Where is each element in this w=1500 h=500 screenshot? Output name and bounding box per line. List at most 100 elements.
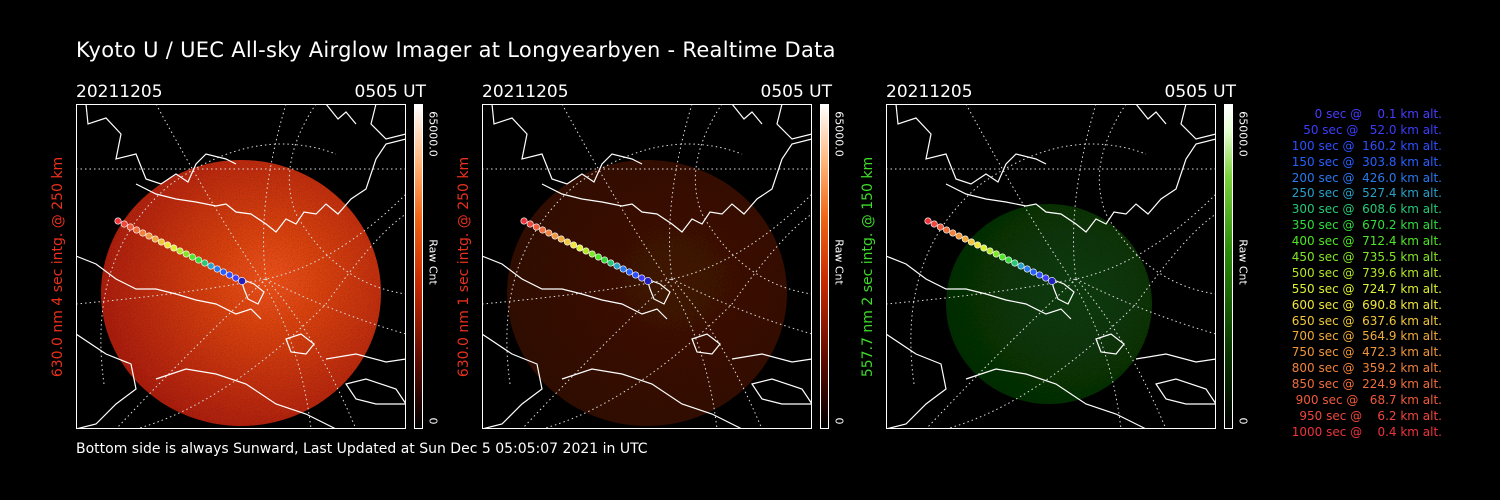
trajectory-point: [176, 247, 184, 255]
trajectory-point: [632, 271, 640, 279]
imager-panel-3: 20211205 0505 UT 557.7 nm 2 sec intg. @ 15…: [860, 82, 1286, 432]
trajectory-point: [613, 262, 621, 270]
trajectory-point: [582, 247, 590, 255]
legend-entry: 350 sec @ 670.2 km alt.: [1287, 218, 1442, 233]
panel-date: 20211205: [76, 82, 163, 102]
trajectory-point: [195, 256, 203, 264]
panel-wavelength-label: 630.0 nm 4 sec intg. @ 250 km: [50, 156, 66, 377]
panel-time: 0505 UT: [760, 82, 833, 102]
trajectory-point: [133, 226, 141, 234]
trajectory-point: [545, 229, 553, 237]
trajectory-point: [126, 223, 134, 231]
legend-entry: 700 sec @ 564.9 km alt.: [1287, 329, 1442, 344]
legend-entry: 150 sec @ 303.8 km alt.: [1287, 154, 1442, 169]
trajectory-point: [1005, 256, 1013, 264]
trajectory-point: [188, 253, 196, 261]
trajectory-point: [924, 217, 932, 225]
legend-entry: 600 sec @ 690.8 km alt.: [1287, 297, 1442, 312]
trajectory-point: [955, 232, 963, 240]
legend-entry: 100 sec @ 160.2 km alt.: [1287, 138, 1442, 153]
panel-date: 20211205: [482, 82, 569, 102]
trajectory-point: [207, 262, 215, 270]
trajectory-point: [570, 241, 578, 249]
trajectory-point: [1023, 265, 1031, 273]
trajectory-point: [601, 256, 609, 264]
trajectory-point: [551, 232, 559, 240]
trajectory-point: [998, 253, 1006, 261]
legend-entry: 50 sec @ 52.0 km alt.: [1295, 122, 1442, 137]
legend-entry: 800 sec @ 359.2 km alt.: [1287, 361, 1442, 376]
legend-entry: 400 sec @ 712.4 km alt.: [1287, 234, 1442, 249]
trajectory-point: [1042, 274, 1050, 282]
panel-wavelength-label: 630.0 nm 1 sec intg. @ 250 km: [456, 156, 472, 377]
legend-entry: 750 sec @ 472.3 km alt.: [1287, 345, 1442, 360]
legend-entry: 900 sec @ 68.7 km alt.: [1291, 393, 1442, 408]
trajectory-point: [539, 226, 547, 234]
colorbar-unit-label: Raw Cnt: [1236, 239, 1250, 285]
trajectory-point: [532, 223, 540, 231]
panel-time: 0505 UT: [1164, 82, 1237, 102]
legend-entry: 500 sec @ 739.6 km alt.: [1287, 265, 1442, 280]
page-title: Kyoto U / UEC All-sky Airglow Imager at …: [76, 38, 836, 62]
legend-entry: 0 sec @ 0.1 km alt.: [1303, 107, 1442, 121]
trajectory-point: [232, 274, 240, 282]
colorbar-unit-label: Raw Cnt: [426, 239, 440, 285]
trajectory-point: [625, 268, 633, 276]
legend-entry: 1000 sec @ 0.4 km alt.: [1291, 424, 1442, 439]
trajectory-point: [1048, 277, 1056, 285]
panel-time: 0505 UT: [354, 82, 427, 102]
trajectory-point: [563, 238, 571, 246]
footer-note: Bottom side is always Sunward, Last Upda…: [76, 441, 648, 457]
trajectory-point: [1029, 268, 1037, 276]
trajectory-point: [644, 277, 652, 285]
trajectory-point: [1017, 262, 1025, 270]
trajectory-point: [588, 250, 596, 258]
legend-entry: 550 sec @ 724.7 km alt.: [1287, 281, 1442, 296]
trajectory-point: [151, 235, 159, 243]
trajectory-point: [182, 250, 190, 258]
colorbar: [414, 104, 423, 429]
trajectory-point: [594, 253, 602, 261]
trajectory-point: [520, 217, 528, 225]
airglow-image: [482, 104, 812, 429]
colorbar: [1224, 104, 1233, 429]
trajectory-point: [1011, 259, 1019, 267]
legend-entry: 850 sec @ 224.9 km alt.: [1287, 377, 1442, 392]
trajectory-point: [557, 235, 565, 243]
trajectory-point: [139, 229, 147, 237]
panel-date: 20211205: [886, 82, 973, 102]
colorbar-min-label: 0: [426, 417, 440, 425]
trajectory-point: [114, 217, 122, 225]
trajectory-point: [967, 238, 975, 246]
panel-wavelength-label: 557.7 nm 2 sec intg. @ 150 km: [860, 156, 876, 377]
colorbar-max-label: 65000.0: [1236, 111, 1250, 157]
trajectory-point: [120, 220, 128, 228]
imager-panel-2: 20211205 0505 UT 630.0 nm 1 sec intg. @ 25…: [456, 82, 882, 432]
airglow-image: [76, 104, 406, 429]
trajectory-point: [526, 220, 534, 228]
trajectory-point: [961, 235, 969, 243]
colorbar: [820, 104, 829, 429]
trajectory-point: [238, 277, 246, 285]
trajectory-point: [219, 268, 227, 276]
trajectory-point: [607, 259, 615, 267]
colorbar-max-label: 65000.0: [426, 111, 440, 157]
trajectory-legend: 0 sec @ 0.1 km alt. 50 sec @ 52.0 km alt…: [1252, 107, 1442, 441]
trajectory-point: [157, 238, 165, 246]
trajectory-point: [949, 229, 957, 237]
colorbar-unit-label: Raw Cnt: [832, 239, 846, 285]
colorbar-min-label: 0: [1236, 417, 1250, 425]
trajectory-point: [930, 220, 938, 228]
trajectory-point: [638, 274, 646, 282]
colorbar-max-label: 65000.0: [832, 111, 846, 157]
trajectory-point: [226, 271, 234, 279]
trajectory-point: [213, 265, 221, 273]
trajectory-point: [986, 247, 994, 255]
trajectory-point: [992, 250, 1000, 258]
trajectory-point: [170, 244, 178, 252]
trajectory-point: [576, 244, 584, 252]
trajectory-point: [619, 265, 627, 273]
imager-panel-1: 20211205 0505 UT 630.0 nm 4 sec intg. @ 25…: [50, 82, 476, 432]
legend-entry: 300 sec @ 608.6 km alt.: [1287, 202, 1442, 217]
trajectory-point: [201, 259, 209, 267]
